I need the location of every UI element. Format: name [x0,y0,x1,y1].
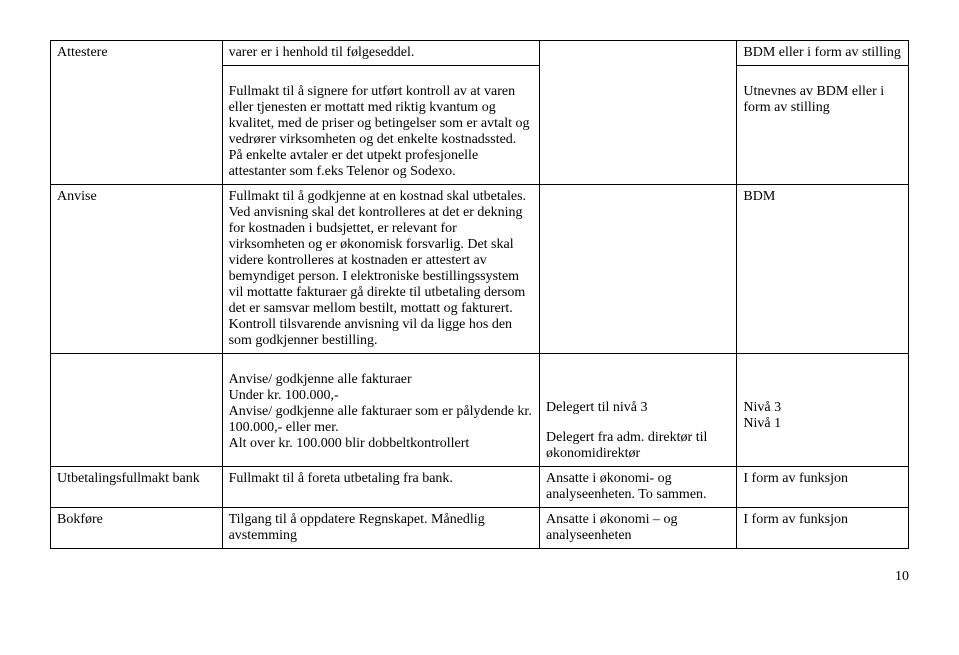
cell-text: varer er i henhold til følgeseddel. [222,41,539,66]
cell-text: I form av funksjon [737,467,909,508]
cell-text: Ansatte i økonomi – og analyseenheten [540,508,737,549]
cell-line: Anvise/ godkjenne alle fakturaer som er … [229,404,533,436]
cell-label: Utbetalingsfullmakt bank [51,467,223,508]
cell-text: Fullmakt til å signere for utført kontro… [222,66,539,185]
page-number: 10 [50,569,909,585]
cell-text: Delegert til nivå 3 Delegert fra adm. di… [540,354,737,467]
cell-text: Utnevnes av BDM eller i form av stilling [737,66,909,185]
document-table: Attestere varer er i henhold til følgese… [50,40,909,549]
cell-text: BDM eller i form av stilling [737,41,909,66]
cell-line: Nivå 3 [743,400,902,416]
cell-text: Tilgang til å oppdatere Regnskapet. Måne… [222,508,539,549]
cell-text: Anvise/ godkjenne alle fakturaer Under k… [222,354,539,467]
cell-text-content: Utnevnes av BDM eller i form av stilling [743,84,884,115]
cell-text [540,41,737,185]
cell-text [540,185,737,354]
cell-label: Bokføre [51,508,223,549]
cell-line: Delegert til nivå 3 [546,400,730,416]
cell-text: BDM [737,185,909,354]
table-row: Attestere varer er i henhold til følgese… [51,41,909,66]
cell-label [51,354,223,467]
cell-line: Nivå 1 [743,416,902,432]
cell-line: Delegert fra adm. direktør til økonomidi… [546,430,730,462]
cell-text: Fullmakt til å foreta utbetaling fra ban… [222,467,539,508]
cell-line: Anvise/ godkjenne alle fakturaer [229,372,533,388]
cell-label: Anvise [51,185,223,354]
cell-text: Fullmakt til å godkjenne at en kostnad s… [222,185,539,354]
cell-line: Under kr. 100.000,- [229,388,533,404]
cell-line: Alt over kr. 100.000 blir dobbeltkontrol… [229,436,533,452]
cell-text: Nivå 3 Nivå 1 [737,354,909,467]
cell-text: Ansatte i økonomi- og analyseenheten. To… [540,467,737,508]
table-row: Anvise/ godkjenne alle fakturaer Under k… [51,354,909,467]
table-row: Bokføre Tilgang til å oppdatere Regnskap… [51,508,909,549]
cell-text-content: Fullmakt til å signere for utført kontro… [229,84,530,179]
cell-text: I form av funksjon [737,508,909,549]
cell-label: Attestere [51,41,223,185]
table-row: Utbetalingsfullmakt bank Fullmakt til å … [51,467,909,508]
table-row: Anvise Fullmakt til å godkjenne at en ko… [51,185,909,354]
